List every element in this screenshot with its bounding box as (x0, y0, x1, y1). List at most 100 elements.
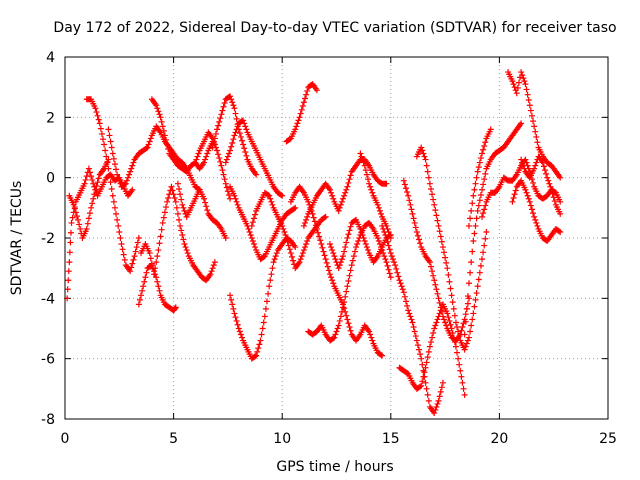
data-point (67, 239, 74, 246)
series-sat-x (413, 144, 490, 353)
data-point (414, 342, 421, 349)
data-point (433, 403, 440, 410)
data-point (75, 216, 82, 223)
data-point (360, 235, 367, 241)
data-point (193, 156, 200, 163)
data-point (335, 207, 342, 214)
data-point (423, 359, 430, 366)
data-point (171, 195, 178, 202)
data-point (155, 247, 162, 254)
data-point (272, 253, 279, 260)
data-point (479, 256, 486, 263)
data-point (452, 319, 459, 326)
data-point (459, 379, 466, 386)
data-point (71, 205, 78, 212)
data-point (383, 259, 390, 266)
data-point (472, 180, 479, 187)
data-point (227, 195, 234, 202)
data-point (417, 383, 424, 390)
data-point (162, 136, 169, 143)
data-point (315, 229, 322, 236)
data-point (180, 204, 187, 211)
data-point (392, 262, 399, 269)
data-point (438, 238, 445, 245)
data-point (230, 305, 237, 312)
data-point (170, 191, 177, 198)
data-point (203, 153, 210, 160)
data-point (375, 238, 382, 245)
data-point (439, 379, 446, 386)
data-point (462, 318, 469, 325)
data-point (408, 316, 415, 323)
data-point (123, 177, 130, 184)
data-point (461, 331, 468, 338)
data-point (152, 265, 159, 272)
data-point (330, 335, 337, 342)
data-point (176, 185, 183, 192)
data-point (487, 126, 494, 133)
data-point (237, 331, 244, 338)
data-point (174, 180, 181, 187)
data-point (268, 271, 275, 278)
x-tick-label: 10 (273, 431, 291, 447)
data-point (164, 141, 171, 148)
data-point (342, 244, 349, 251)
data-point (422, 364, 429, 371)
data-point (89, 176, 96, 183)
data-point (463, 305, 470, 312)
data-point (444, 310, 451, 317)
data-point (161, 209, 168, 216)
data-point (145, 141, 152, 148)
data-point (243, 126, 250, 133)
data-point (201, 159, 208, 166)
data-point (303, 216, 310, 223)
data-point (129, 260, 136, 267)
data-point (204, 150, 211, 157)
data-point (122, 180, 129, 187)
data-point (267, 277, 274, 284)
data-point (254, 348, 261, 355)
data-point (202, 156, 209, 163)
data-point (135, 301, 142, 308)
data-point (425, 174, 432, 181)
data-point (156, 287, 163, 294)
data-point (178, 196, 185, 203)
data-point (212, 130, 219, 137)
data-point (114, 171, 121, 178)
data-point (476, 159, 483, 166)
data-point (302, 219, 309, 226)
data-point (345, 179, 352, 186)
data-point (331, 334, 338, 341)
data-point (467, 215, 474, 222)
data-point (160, 127, 167, 134)
data-point (242, 149, 249, 156)
data-point (210, 139, 217, 146)
data-point (288, 253, 295, 260)
data-point (160, 214, 167, 221)
data-point (374, 201, 381, 208)
data-point (474, 207, 481, 214)
data-point (169, 187, 176, 194)
data-point (287, 250, 294, 257)
data-point (431, 325, 438, 332)
data-point (438, 384, 445, 391)
data-point (81, 180, 88, 187)
data-point (386, 246, 393, 253)
data-point (533, 133, 540, 140)
data-point (76, 221, 83, 228)
data-point (520, 75, 527, 82)
y-tick-label: 4 (46, 50, 55, 66)
data-point (69, 214, 76, 221)
data-point (409, 210, 416, 217)
data-point (351, 248, 358, 255)
data-point (93, 109, 100, 116)
data-point (329, 277, 336, 284)
y-tick-labels: -8 -6 -4 -2 0 2 4 (41, 50, 55, 428)
data-point (482, 202, 489, 209)
data-point (462, 311, 469, 318)
data-point (531, 123, 538, 130)
data-point (413, 228, 420, 235)
data-point (378, 210, 385, 217)
x-tick-label: 0 (61, 431, 70, 447)
data-point (124, 174, 131, 181)
